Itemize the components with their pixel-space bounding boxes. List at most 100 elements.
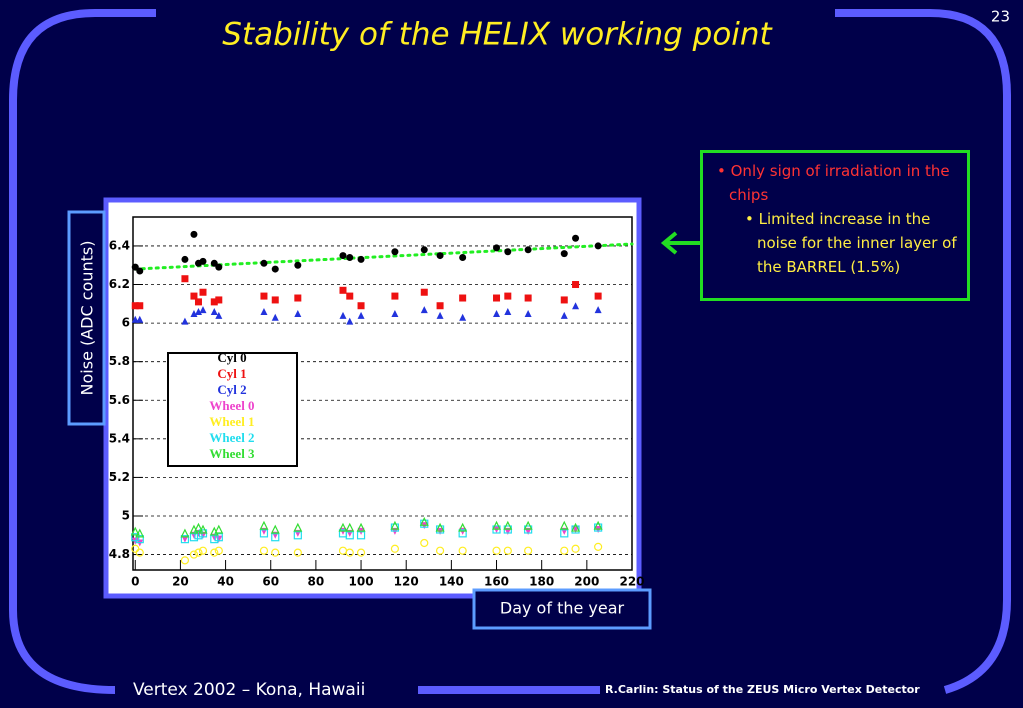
point [492, 520, 501, 530]
point [215, 263, 223, 271]
point [136, 302, 144, 310]
point [180, 535, 190, 544]
frame-right [835, 9, 1011, 694]
point [459, 254, 467, 262]
point [493, 244, 501, 252]
page-number: 23 [991, 8, 1010, 26]
point [135, 548, 144, 557]
point [214, 546, 223, 555]
point [130, 526, 140, 536]
point [135, 528, 145, 538]
point [190, 309, 198, 317]
arrow [660, 231, 700, 255]
x-label-box [472, 588, 652, 630]
bullet-box: • Only sign of irradiation in the chips … [700, 150, 970, 301]
x-tick-label: 180 [529, 575, 554, 589]
point [419, 516, 429, 526]
point [559, 520, 569, 530]
legend-entry: Wheel 0 [209, 398, 254, 413]
point [271, 296, 279, 304]
point [181, 275, 189, 283]
point [572, 281, 580, 289]
frame-left [9, 9, 156, 694]
legend-entry: Wheel 3 [209, 446, 255, 461]
point [420, 519, 429, 528]
point [260, 308, 268, 316]
x-tick-label: 140 [439, 575, 464, 589]
point [293, 548, 302, 557]
point [572, 302, 580, 310]
point [131, 302, 139, 310]
point [345, 548, 354, 557]
point [593, 520, 603, 530]
point [198, 546, 208, 555]
x-tick-label: 60 [262, 575, 279, 589]
point [435, 525, 445, 534]
point [560, 311, 568, 319]
point [294, 261, 302, 269]
point [136, 267, 144, 275]
point [190, 292, 198, 300]
point [271, 533, 280, 542]
point [436, 302, 444, 310]
point [271, 265, 279, 273]
point [199, 288, 207, 296]
y-tick-label: 5 [122, 508, 130, 522]
point [346, 254, 354, 262]
y-tick-label: 6.4 [109, 238, 130, 252]
point [391, 309, 399, 317]
point [435, 522, 445, 532]
point [390, 523, 400, 532]
point [503, 520, 513, 530]
point [210, 548, 219, 557]
point [560, 529, 569, 538]
point [194, 531, 203, 540]
point [259, 546, 269, 555]
x-tick-label: 0 [131, 575, 139, 589]
point [259, 529, 269, 538]
x-tick-label: 220 [619, 575, 644, 589]
point [339, 252, 347, 260]
x-tick-label: 20 [172, 575, 189, 589]
point [293, 522, 303, 532]
point [594, 306, 602, 314]
point [493, 294, 501, 302]
point [194, 548, 203, 557]
legend-entry: Cyl 0 [217, 350, 246, 365]
y-tick-label: 5.4 [109, 431, 130, 445]
point [345, 531, 354, 540]
x-tick-label: 80 [308, 575, 325, 589]
point [560, 546, 569, 555]
point [391, 292, 399, 300]
point [572, 234, 580, 242]
point [594, 242, 602, 250]
y-tick-label: 4.8 [109, 547, 130, 561]
point [356, 531, 366, 540]
point [594, 542, 603, 551]
point [524, 546, 533, 555]
point [294, 294, 302, 302]
legend-box [167, 352, 298, 467]
x-tick-label: 120 [394, 575, 419, 589]
footer-left: Vertex 2002 – Kona, Hawaii [133, 680, 365, 700]
y-axis-label: Noise (ADC counts) [78, 241, 97, 396]
point [215, 296, 223, 304]
point [458, 529, 467, 538]
point [190, 230, 198, 238]
point [194, 308, 202, 316]
point [260, 259, 268, 267]
point [571, 544, 580, 553]
sub-bullet-text: Limited increase in the noise for the in… [757, 210, 957, 276]
point [271, 313, 279, 321]
y-tick-label: 5.8 [109, 354, 130, 368]
y-tick-label: 6.2 [109, 277, 130, 291]
point [357, 255, 365, 263]
point [436, 311, 444, 319]
point [189, 533, 199, 542]
point [458, 522, 468, 532]
footer-right: R.Carlin: Status of the ZEUS Micro Verte… [605, 683, 920, 696]
point [294, 309, 302, 317]
arrow-shape [660, 231, 700, 255]
point [524, 246, 532, 254]
